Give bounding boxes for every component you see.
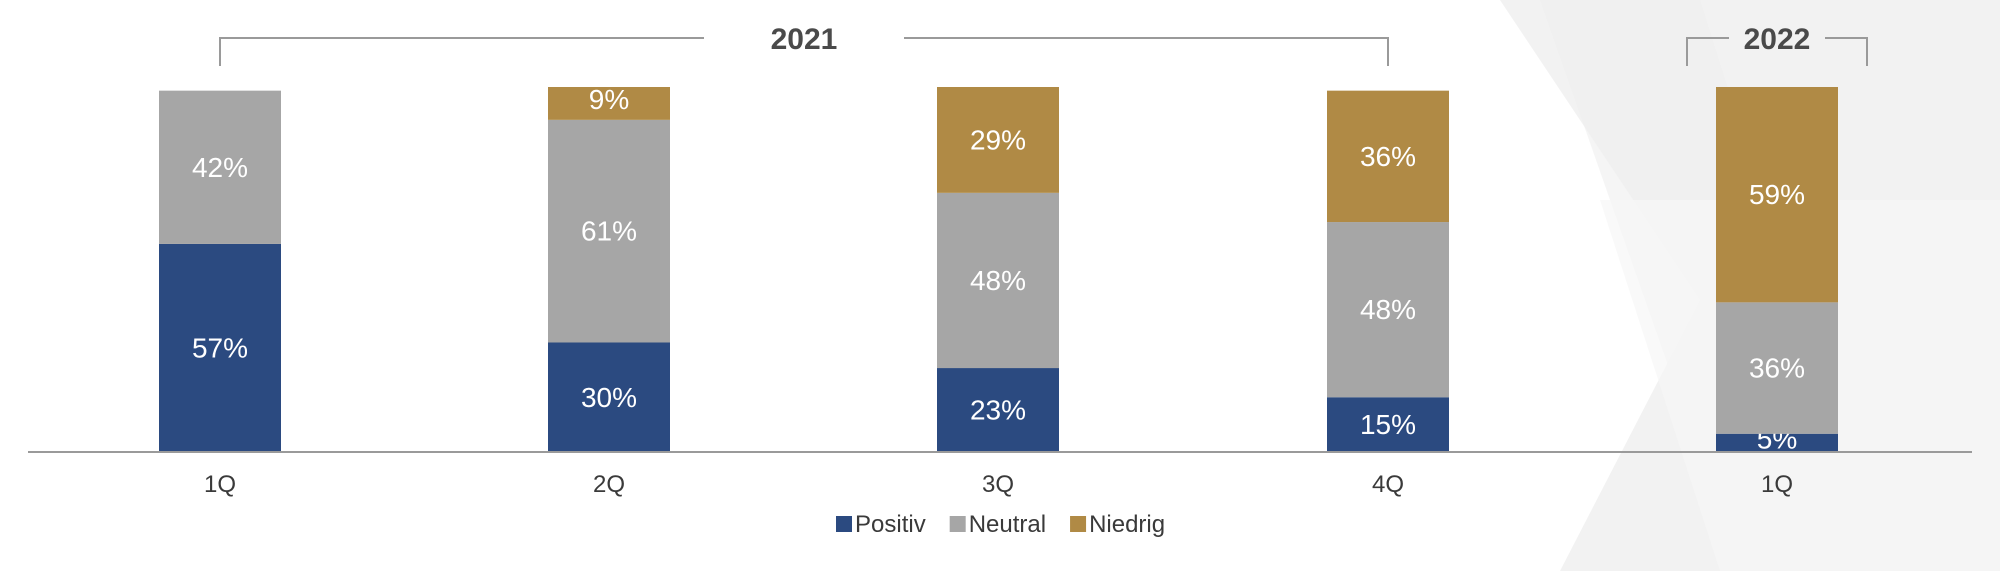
- data-label-neutral-2: 61%: [581, 216, 637, 247]
- x-tick-label-3: 3Q: [982, 471, 1014, 498]
- x-axis-tick-labels: 1Q 2Q 3Q 4Q 1Q: [204, 471, 1793, 498]
- bar-segment-neutral-2: [548, 119, 670, 343]
- legend-label-positiv: Positiv: [855, 511, 926, 538]
- bar-segment-neutral-5: [1716, 302, 1838, 434]
- data-label-neutral-4: 48%: [1360, 294, 1416, 325]
- data-label-neutral-3: 48%: [970, 265, 1026, 296]
- data-label-positiv-2: 30%: [581, 382, 637, 413]
- bar-segment-neutral-3: [937, 192, 1059, 369]
- data-label-positiv-1: 57%: [192, 332, 248, 363]
- group-bracket-2: [1686, 37, 1868, 66]
- bar-segment-niedrig-4: [1327, 90, 1449, 223]
- bars: 57%42%30%61%9%23%48%29%15%48%36%5%36%59%: [159, 84, 1838, 454]
- legend-label-neutral: Neutral: [969, 511, 1046, 538]
- bar-segment-positiv-4: [1327, 397, 1449, 452]
- bar-segment-positiv-3: [937, 368, 1059, 452]
- legend: Positiv Neutral Niedrig: [836, 511, 1165, 538]
- data-label-niedrig-2: 9%: [589, 84, 629, 115]
- legend-swatch-niedrig: [1070, 516, 1087, 532]
- legend-swatch-neutral: [949, 516, 966, 532]
- x-tick-label-5: 1Q: [1761, 471, 1793, 498]
- group-label-1: 2021: [771, 23, 838, 56]
- data-label-niedrig-5: 59%: [1749, 179, 1805, 210]
- x-tick-label-4: 4Q: [1372, 471, 1404, 498]
- data-label-neutral-1: 42%: [192, 152, 248, 183]
- x-tick-label-1: 1Q: [204, 471, 236, 498]
- bar-segment-niedrig-5: [1716, 87, 1838, 303]
- bar-segment-positiv-5: [1716, 433, 1838, 452]
- group-bracket-1: [219, 37, 1389, 66]
- group-brackets: 2021 2022: [219, 23, 1868, 66]
- bar-segment-positiv-1: [159, 243, 281, 452]
- bar-segment-positiv-2: [548, 342, 670, 452]
- x-tick-label-2: 2Q: [593, 471, 625, 498]
- data-label-positiv-4: 15%: [1360, 409, 1416, 440]
- bar-segment-neutral-1: [159, 90, 281, 244]
- legend-label-niedrig: Niedrig: [1089, 511, 1165, 538]
- bar-segment-niedrig-3: [937, 87, 1059, 193]
- data-label-niedrig-3: 29%: [970, 124, 1026, 155]
- data-label-neutral-5: 36%: [1749, 353, 1805, 384]
- legend-swatch-positiv: [836, 516, 852, 532]
- bar-segment-neutral-4: [1327, 222, 1449, 398]
- data-label-niedrig-4: 36%: [1360, 141, 1416, 172]
- data-label-positiv-3: 23%: [970, 395, 1026, 426]
- bar-segment-niedrig-2: [548, 87, 670, 120]
- group-label-2: 2022: [1744, 23, 1811, 56]
